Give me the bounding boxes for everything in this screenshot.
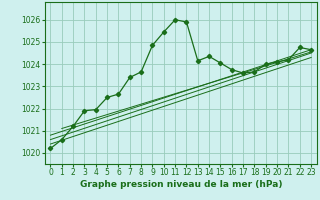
X-axis label: Graphe pression niveau de la mer (hPa): Graphe pression niveau de la mer (hPa) bbox=[80, 180, 282, 189]
